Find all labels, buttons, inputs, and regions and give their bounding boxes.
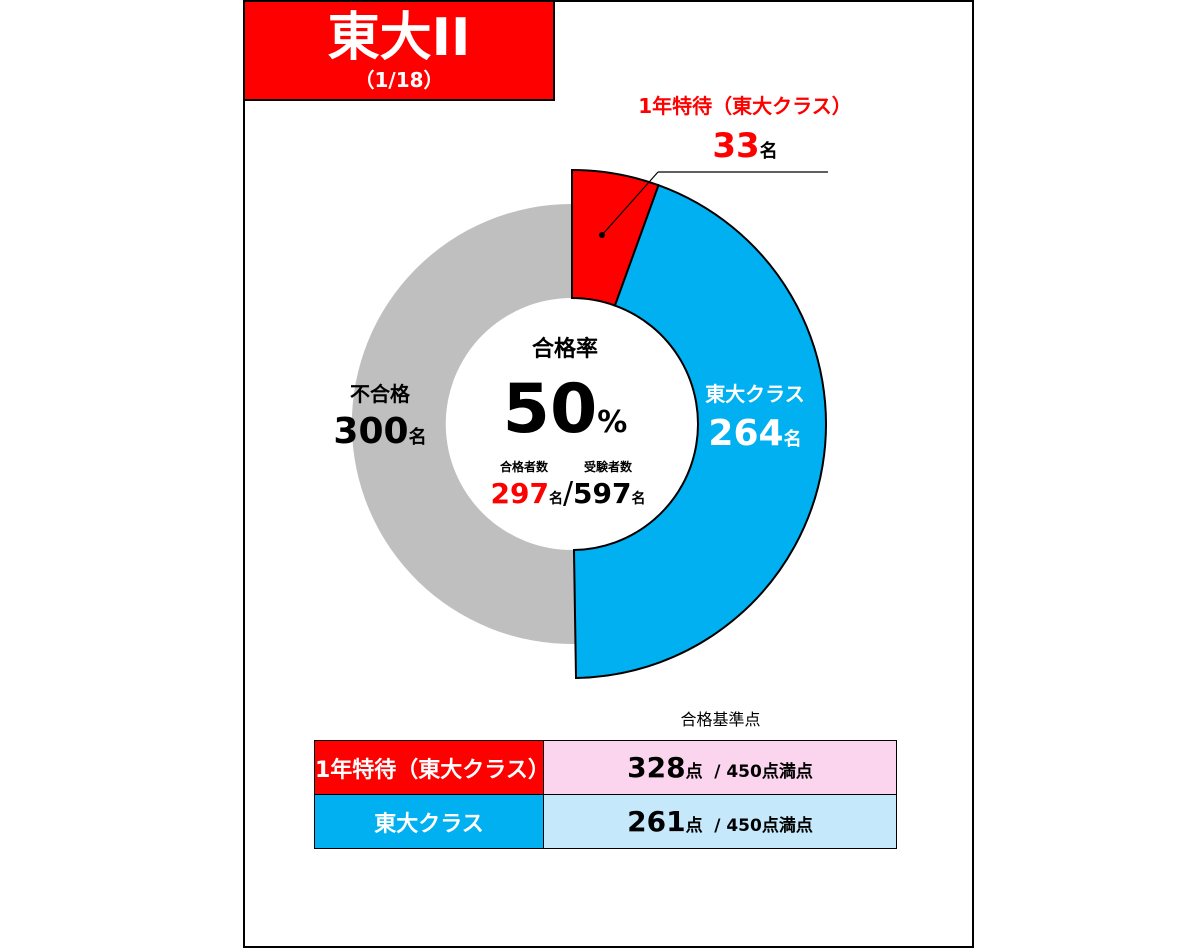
toudai-value-text: 264	[708, 413, 784, 454]
criteria-row-tokutai: 1年特待（東大クラス） 328点 / 450点満点	[314, 740, 897, 795]
criteria-score-toudai: 261点 / 450点満点	[543, 794, 897, 849]
criteria-table: 1年特待（東大クラス） 328点 / 450点満点 東大クラス 261点 / 4…	[314, 740, 897, 849]
criteria-title: 合格基準点	[680, 710, 761, 729]
counts-row: 297名/597名	[478, 476, 658, 517]
chart-frame	[243, 0, 974, 948]
criteria-score-value: 328	[627, 751, 686, 784]
fail-value-text: 300	[333, 411, 409, 452]
page-subtitle: （1/18）	[354, 68, 444, 92]
criteria-score-unit: 点	[685, 816, 703, 836]
pie-slice-tokutai	[571, 168, 660, 307]
passed-count-label: 合格者数	[499, 460, 548, 474]
toudai-value-label: 264名	[690, 412, 820, 462]
title-box: 東大II （1/18）	[243, 0, 555, 101]
criteria-score-value: 261	[627, 805, 686, 838]
pass-rate-label: 合格率	[531, 337, 598, 362]
tokutai-leader-line	[601, 171, 659, 236]
examinees-count-label: 受験者数	[583, 460, 632, 474]
pass-rate-value: 50%	[480, 370, 650, 467]
counts-separator: /	[562, 476, 574, 511]
tokutai-leader-dot	[599, 232, 605, 238]
examinees-count-value: 597	[573, 477, 632, 510]
examinees-count-unit: 名	[631, 491, 646, 507]
tokutai-unit-text: 名	[759, 141, 778, 162]
tokutai-name-text: 1年特待（東大クラス）	[638, 94, 852, 118]
passed-count-unit: 名	[548, 491, 563, 507]
criteria-score-max: / 450点満点	[714, 816, 813, 836]
criteria-score-max: / 450点満点	[714, 762, 813, 782]
tokutai-slice-label: 1年特待（東大クラス）	[600, 92, 890, 120]
passed-count-value: 297	[490, 477, 549, 510]
criteria-label-tokutai: 1年特待（東大クラス）	[314, 740, 550, 795]
criteria-label-toudai: 東大クラス	[314, 794, 544, 849]
criteria-row-toudai: 東大クラス 261点 / 450点満点	[314, 794, 897, 849]
fail-value-label: 300名	[320, 410, 440, 460]
pass-rate-number: 50	[502, 370, 598, 449]
pass-rate-unit: %	[597, 405, 628, 440]
pie-slice-toudai-class	[572, 183, 827, 679]
criteria-score-tokutai: 328点 / 450点満点	[543, 740, 897, 795]
pie-slice-fail	[351, 203, 576, 644]
tokutai-value-label: 33名	[600, 126, 890, 172]
toudai-slice-label: 東大クラス	[705, 382, 805, 406]
criteria-score-unit: 点	[685, 762, 703, 782]
page-title: 東大II	[327, 8, 471, 68]
fail-unit-text: 名	[408, 427, 427, 448]
toudai-unit-text: 名	[783, 429, 802, 450]
fail-slice-label: 不合格	[350, 382, 410, 406]
tokutai-value-text: 33	[712, 126, 760, 166]
